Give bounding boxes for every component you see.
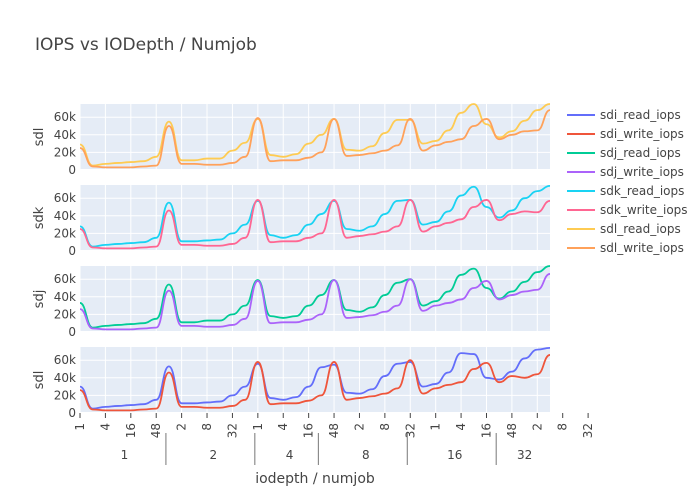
x-tick-label: 2 [530,423,544,431]
x-axis-title: iodepth / numjob [255,471,375,487]
plot-background [80,104,550,170]
x-tick-label: 16 [302,423,316,438]
legend-label: sdi_read_iops [600,108,681,122]
x-tick-label: 16 [479,423,493,438]
panel-y-label: sdl [32,371,47,390]
x-group-label: 2 [210,448,218,462]
series-line-sdk_read_iops [79,184,551,248]
chart-title: IOPS vs IODepth / Numjob [35,35,257,55]
legend-label: sdl_read_iops [600,222,681,236]
x-tick-label: 2 [175,423,189,431]
legend-item-sdj_read_iops[interactable]: sdj_read_iops [567,146,681,160]
x-tick-label: 16 [124,423,138,438]
series-line-sdj_write_iops [79,273,551,331]
x-tick-label: 2 [352,423,366,431]
x-group-label: 1 [121,448,129,462]
legend-item-sdl_read_iops[interactable]: sdl_read_iops [567,222,681,236]
legend-item-sdi_write_iops[interactable]: sdi_write_iops [567,127,684,141]
x-tick-label: 32 [581,423,595,438]
series-line-sdk_write_iops [79,199,551,250]
x-tick-label: 1 [429,423,443,431]
y-tick-label: 40k [54,209,76,223]
x-axis: 1 4 16 48 2 8 32 1 4 16 48 2 8 32 1 4 16 48 2 8 321 2 4 8 16 32 [73,413,595,465]
y-tick-label: 40k [54,128,76,142]
legend-label: sdk_write_iops [600,203,688,217]
panel-y-label: sdj [32,290,47,309]
legend-item-sdk_read_iops[interactable]: sdk_read_iops [567,184,684,198]
y-tick-label: 60k [54,191,76,205]
legend-label: sdj_read_iops [600,146,681,160]
panel-y-label: sdl [32,128,47,147]
panels-layer: 020k40k60ksdl020k40k60ksdk020k40k60ksdj0… [32,103,551,420]
x-tick-label: 4 [276,423,290,431]
legend-item-sdj_write_iops[interactable]: sdj_write_iops [567,165,684,179]
x-tick-label: 48 [327,423,341,438]
legend[interactable]: sdi_read_iops sdi_write_iops sdj_read_iops… [567,108,688,255]
x-tick-label: 4 [454,423,468,431]
series-line-sdl_read_iops [79,103,551,167]
y-tick-label: 60k [54,110,76,124]
legend-label: sdj_write_iops [600,165,684,179]
y-tick-label: 0 [68,325,76,339]
x-tick-label: 1 [251,423,265,431]
x-tick-label: 1 [73,423,87,431]
y-tick-label: 20k [54,388,76,402]
y-tick-label: 60k [54,353,76,367]
panel-2: 0 20k 40k 60k sdk [32,184,551,258]
y-tick-label: 60k [54,272,76,286]
legend-label: sdi_write_iops [600,127,684,141]
x-group-label: 16 [447,448,462,462]
panel-y-label: sdk [32,206,47,229]
y-tick-label: 0 [68,163,76,177]
x-tick-label: 8 [378,423,392,431]
y-tick-label: 0 [68,244,76,258]
y-tick-label: 20k [54,307,76,321]
series-line-sdi_read_iops [79,346,551,410]
x-tick-label: 32 [403,423,417,438]
plot-background [80,347,550,413]
series-line-sdj_read_iops [79,265,551,329]
x-group-label: 32 [517,448,532,462]
x-tick-label: 48 [505,423,519,438]
x-group-label: 4 [286,448,294,462]
legend-label: sdl_write_iops [600,241,684,255]
panel-4: 0 20k 40k 60k sdl [32,346,551,420]
y-tick-label: 20k [54,226,76,240]
x-group-label: 8 [362,448,370,462]
y-tick-label: 40k [54,290,76,304]
y-tick-label: 20k [54,145,76,159]
y-tick-label: 40k [54,371,76,385]
series-line-sdl_write_iops [79,109,551,169]
legend-item-sdi_read_iops[interactable]: sdi_read_iops [567,108,681,122]
legend-item-sdl_write_iops[interactable]: sdl_write_iops [567,241,684,255]
x-tick-label: 48 [149,423,163,438]
legend-label: sdk_read_iops [600,184,684,198]
panel-1: 0 20k 40k 60k sdl [32,103,551,177]
x-tick-label: 8 [556,423,570,431]
panel-3: 0 20k 40k 60k sdj [32,265,551,339]
x-tick-label: 8 [200,423,214,431]
x-tick-label: 32 [225,423,239,438]
x-tick-label: 4 [98,423,112,431]
series-line-sdi_write_iops [79,354,551,412]
legend-item-sdk_write_iops[interactable]: sdk_write_iops [567,203,688,217]
y-tick-label: 0 [68,406,76,420]
